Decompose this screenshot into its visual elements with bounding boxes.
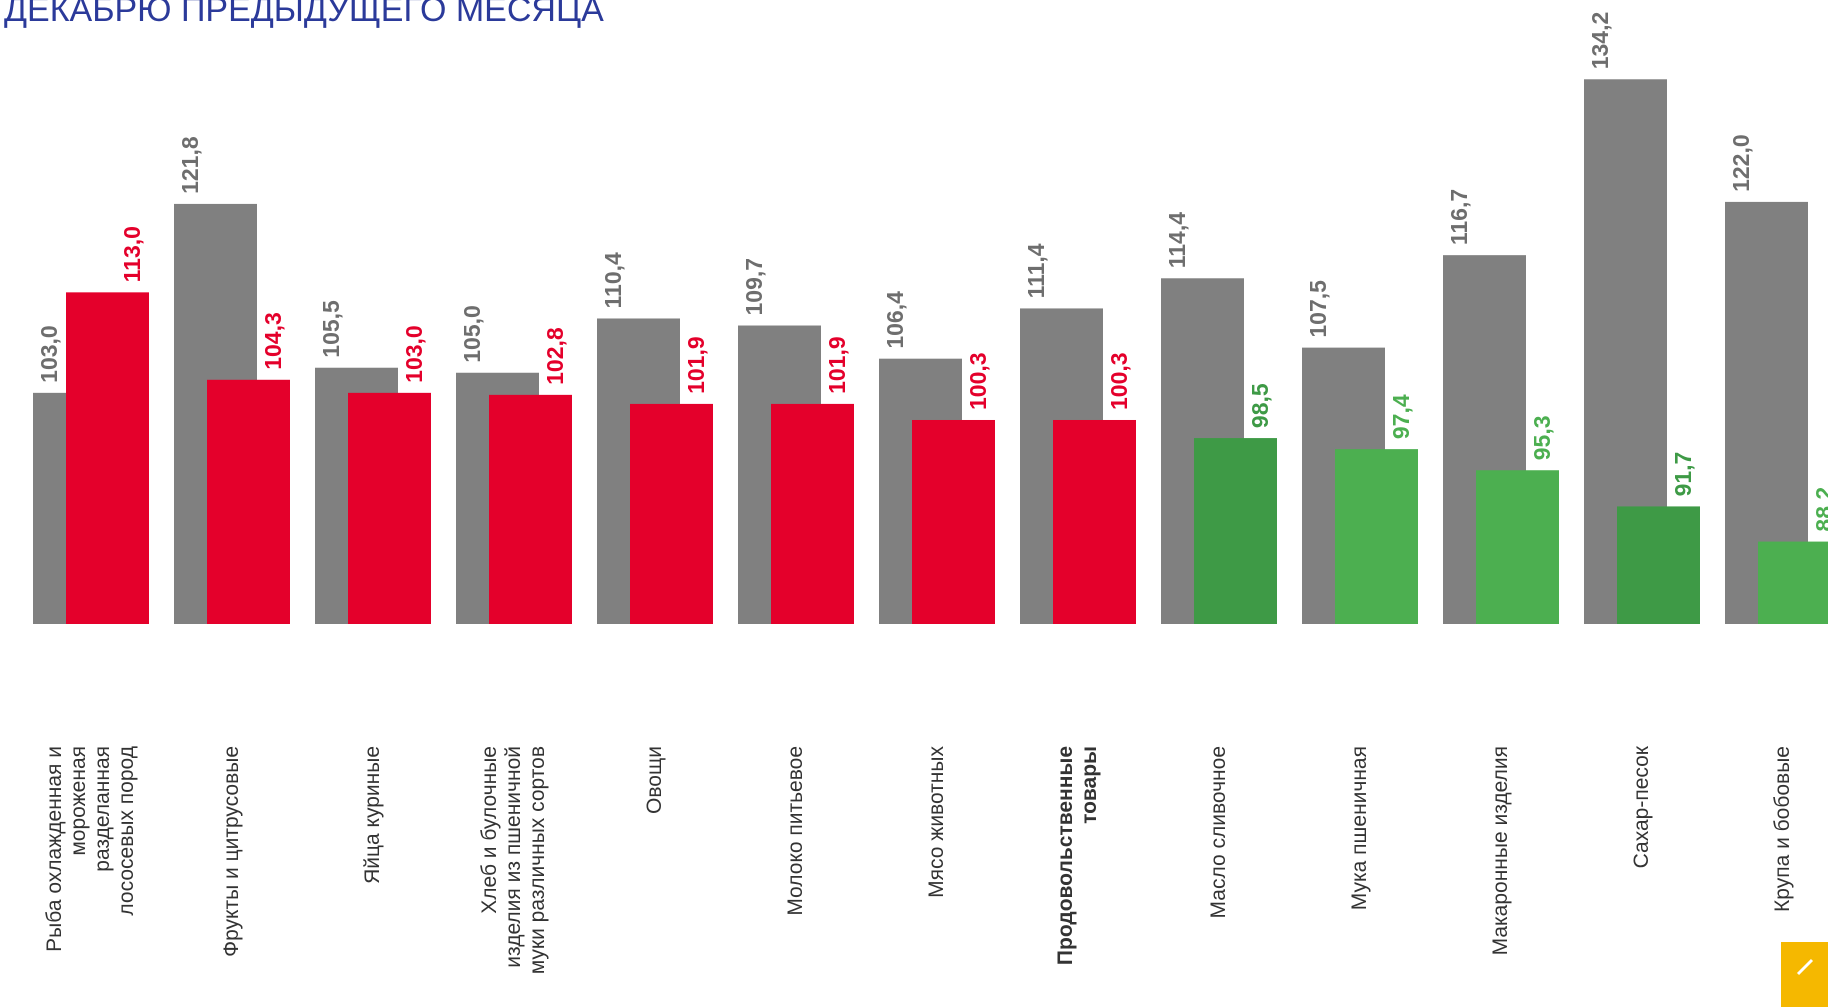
value-label: 98,5 xyxy=(1247,383,1273,428)
bar xyxy=(489,395,572,624)
bar xyxy=(630,404,713,624)
bar xyxy=(1758,542,1828,624)
value-label: 101,9 xyxy=(824,336,850,394)
bar xyxy=(66,292,149,624)
value-label: 107,5 xyxy=(1305,280,1331,338)
value-label: 104,3 xyxy=(260,312,286,370)
bar xyxy=(1194,438,1277,624)
category-label: Молоко питьевое xyxy=(784,746,807,916)
value-label: 114,4 xyxy=(1164,212,1190,268)
category-label: Фрукты и цитрусовые xyxy=(220,746,243,957)
page: ДЕКАБРЮ ПРЕДЫДУЩЕГО МЕСЯЦА 103,0 113,0 Рыб… xyxy=(0,0,1828,1007)
value-label: 97,4 xyxy=(1388,394,1414,439)
bar xyxy=(348,393,431,624)
category-label: Масло сливочное xyxy=(1207,746,1230,918)
bar xyxy=(771,404,854,624)
value-label: 109,7 xyxy=(741,258,767,316)
bar xyxy=(1053,420,1136,624)
value-label: 102,8 xyxy=(542,327,568,385)
value-label: 113,0 xyxy=(119,226,145,282)
value-label: 100,3 xyxy=(1106,352,1132,410)
value-label: 110,4 xyxy=(600,252,626,308)
value-label: 106,4 xyxy=(882,291,908,349)
value-label: 105,5 xyxy=(318,300,344,358)
value-label: 105,0 xyxy=(459,305,485,363)
category-label: Сахар-песок xyxy=(1630,745,1653,868)
category-label: Овощи xyxy=(643,746,666,814)
bar xyxy=(912,420,995,624)
value-label: 103,0 xyxy=(36,325,62,383)
value-label: 95,3 xyxy=(1529,415,1555,460)
value-label: 100,3 xyxy=(965,352,991,410)
value-label: 103,0 xyxy=(401,325,427,383)
value-label: 116,7 xyxy=(1446,189,1472,245)
category-label: Мука пшеничная xyxy=(1348,746,1371,910)
value-label: 121,8 xyxy=(177,136,203,194)
bar xyxy=(207,380,290,624)
value-label: 111,4 xyxy=(1023,243,1049,298)
bar xyxy=(1476,470,1559,624)
category-label: Продовольственныетовары xyxy=(1054,746,1101,965)
value-label: 88,2 xyxy=(1811,487,1828,532)
value-label: 122,0 xyxy=(1728,134,1754,192)
category-label: Яйца куриные xyxy=(361,746,384,884)
category-label: Рыба охлажденная имороженаяразделаннаяло… xyxy=(43,746,138,952)
category-label: Крупа и бобовые xyxy=(1771,746,1794,912)
value-label: 101,9 xyxy=(683,336,709,394)
category-label: Макаронные изделия xyxy=(1489,746,1512,955)
category-label: Хлеб и булочныеизделия из пшеничноймуки … xyxy=(478,746,549,974)
bar xyxy=(1335,449,1418,624)
bar xyxy=(1617,506,1700,624)
category-label: Мясо животных xyxy=(925,746,948,898)
value-label: 134,2 xyxy=(1587,12,1613,70)
value-label: 91,7 xyxy=(1670,452,1696,497)
chart: ДЕКАБРЮ ПРЕДЫДУЩЕГО МЕСЯЦА 103,0 113,0 Рыб… xyxy=(0,0,1828,1007)
next-button[interactable] xyxy=(1781,942,1828,1007)
chart-title: ДЕКАБРЮ ПРЕДЫДУЩЕГО МЕСЯЦА xyxy=(4,0,604,29)
